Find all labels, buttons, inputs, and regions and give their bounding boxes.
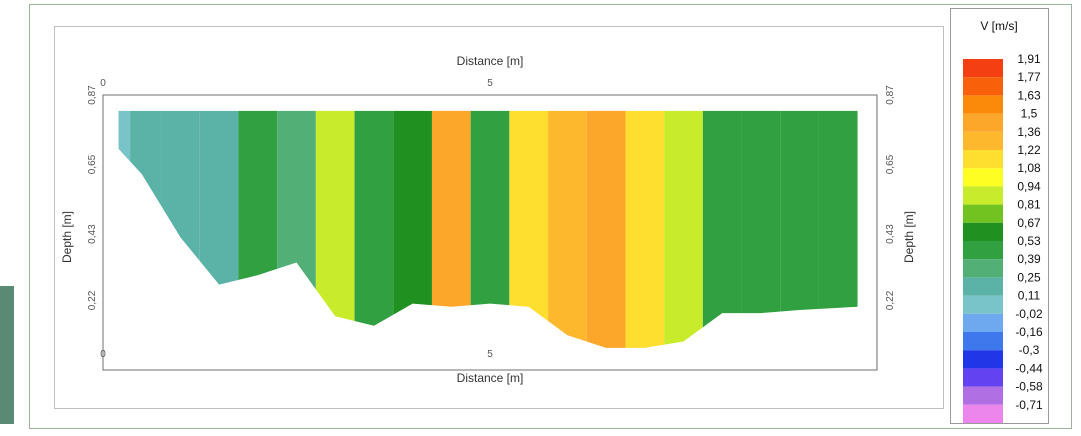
velocity-band-7 [354,110,394,348]
legend-level-label: 1,5 [1021,107,1038,121]
legend-swatch-13 [963,295,1003,314]
y-tick-left-label: 0,43 [87,224,98,244]
velocity-band-18 [780,110,819,348]
legend-swatch-8 [963,204,1003,223]
legend-level-label: 0,81 [1017,198,1041,212]
y-axis-label-right: Depth [m] [902,211,916,263]
x-tick-top-label: 5 [487,78,493,89]
legend-level-label: -0,71 [1015,398,1043,412]
velocity-band-16 [702,110,742,348]
legend-swatch-1 [963,77,1003,96]
legend-level-label: 1,77 [1017,70,1041,84]
velocity-band-15 [664,110,703,348]
legend-swatch-4 [963,131,1003,150]
legend-swatch-11 [963,259,1003,278]
legend-svg: V [m/s] 1,91 1,77 1,63 1,5 1,36 1,22 1,08 0,94 0… [963,19,1043,423]
y-tick-right-label: 0,22 [885,290,896,310]
legend-level-label: 0,94 [1017,179,1041,193]
legend-swatch-3 [963,113,1003,132]
legend-level-label: 0,39 [1017,252,1041,266]
legend-swatch-5 [963,150,1003,169]
legend-swatch-17 [963,368,1003,387]
legend-swatch-2 [963,95,1003,114]
legend-level-label: -0,58 [1015,380,1043,394]
legend-swatch-7 [963,186,1003,205]
legend-swatch-12 [963,277,1003,296]
legend-level-label: -0,02 [1015,307,1043,321]
y-tick-right-label: 0,43 [885,224,896,244]
y-tick-left-label: 0,22 [87,290,98,310]
legend-level-label: -0,3 [1019,343,1040,357]
legend-level-label: 0,11 [1018,289,1041,303]
legend-swatch-6 [963,168,1003,187]
y-tick-left-label: 0,65 [87,154,98,174]
x-tick-top-label: 0 [100,78,106,89]
x-tick-bottom-label: 0 [100,349,106,360]
legend-title: V [m/s] [980,19,1017,33]
y-axis-label-left: Depth [m] [60,211,74,263]
legend-swatch-16 [963,350,1003,369]
y-tick-right-label: 0,87 [885,85,896,105]
legend-level-label: 0,25 [1017,270,1041,284]
legend-level-label: 1,22 [1017,143,1041,157]
legend-swatch-14 [963,313,1003,332]
velocity-band-14 [625,110,665,348]
velocity-section-chart: 0 0 5 5 0,87 0,87 0,65 0,65 0,43 0,43 0,22 0,22 Dis… [54,26,944,409]
legend-swatch-18 [963,386,1003,405]
velocity-band-17 [741,110,781,348]
velocity-band-13 [586,110,626,348]
legend-level-label: -0,16 [1015,325,1043,339]
x-axis-label-bottom: Distance [m] [457,371,524,385]
legend-swatch-10 [963,241,1003,260]
legend-level-label: -0,44 [1015,361,1043,375]
legend-swatch-19 [963,404,1003,423]
legend-level-label: 1,63 [1017,88,1041,102]
side-accent-strip [0,286,14,424]
legend-level-label: 1,91 [1017,52,1041,66]
x-axis-label-top: Distance [m] [457,54,524,68]
legend-swatch-0 [963,59,1003,78]
legend-scale: 1,91 1,77 1,63 1,5 1,36 1,22 1,08 0,94 0,81 0,67 0… [963,52,1043,423]
x-tick-bottom-label: 5 [487,349,493,360]
legend-level-label: 0,53 [1017,234,1041,248]
axis-ticks: 0 0 5 5 0,87 0,87 0,65 0,65 0,43 0,43 0,22 0,22 [87,78,896,360]
y-tick-right-label: 0,65 [885,154,896,174]
legend-swatch-15 [963,332,1003,351]
y-tick-left-label: 0,87 [87,85,98,105]
plot-svg: 0 0 5 5 0,87 0,87 0,65 0,65 0,43 0,43 0,22 0,22 Dis… [60,54,916,385]
legend-swatch-9 [963,222,1003,241]
legend-level-label: 1,36 [1017,125,1041,139]
legend-level-label: 0,67 [1017,216,1041,230]
velocity-band-12 [548,110,587,348]
color-legend: V [m/s] 1,91 1,77 1,63 1,5 1,36 1,22 1,08 0,94 0… [950,8,1049,424]
legend-level-label: 1,08 [1017,161,1041,175]
